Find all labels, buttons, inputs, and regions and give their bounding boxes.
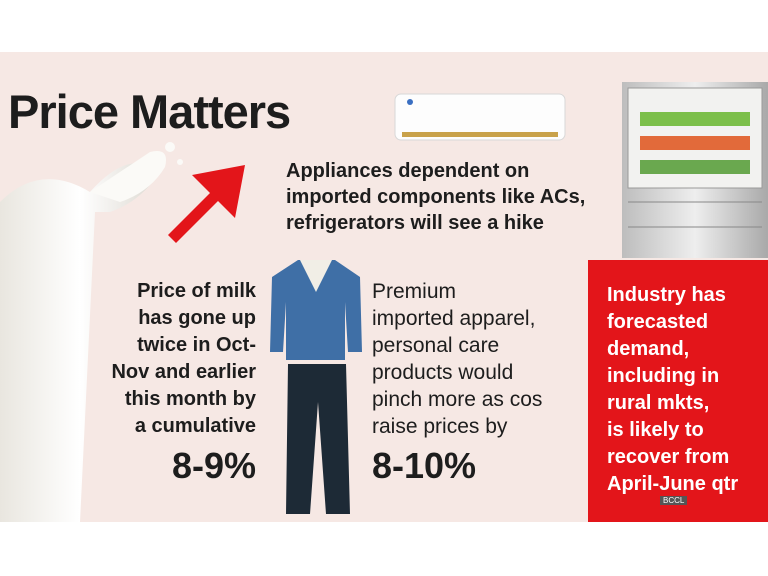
text-line: Industry has xyxy=(607,284,726,306)
text-line: Appliances dependent on xyxy=(286,160,530,182)
text-line: imported components like ACs, xyxy=(286,186,586,208)
text-line: products would xyxy=(372,361,514,384)
milk-glass xyxy=(0,163,160,522)
panel: Price Matters Appliances dependent on imp… xyxy=(0,52,768,522)
industry-box: Industry has forecasted demand, including i… xyxy=(588,260,768,522)
text-line: forecasted xyxy=(607,311,709,333)
text-line: is likely to xyxy=(607,419,704,441)
text-line: Nov and earlier xyxy=(111,361,256,383)
jacket xyxy=(270,260,362,360)
text-line: refrigerators will see a hike xyxy=(286,212,544,234)
text-line: twice in Oct- xyxy=(137,334,256,356)
ac-strip xyxy=(402,132,558,137)
text-line: this month by xyxy=(124,388,256,410)
milk-drop xyxy=(177,159,183,165)
text-line: demand, xyxy=(607,338,690,360)
text-line: a cumulative xyxy=(134,415,256,437)
text-line: Premium xyxy=(372,280,457,303)
text-line: imported apparel, xyxy=(372,307,536,330)
up-arrow xyxy=(168,165,245,243)
milk-text: Price of milk has gone up twice in Oct- Nov… xyxy=(111,278,256,490)
jacket-collar xyxy=(300,260,332,292)
title: Price Matters xyxy=(8,85,291,138)
watermark: BCCL xyxy=(660,496,688,505)
text-line: April-June qtr xyxy=(607,473,739,495)
text-line: personal care xyxy=(372,334,500,357)
milk-splash xyxy=(90,151,166,202)
milk-drop xyxy=(165,142,175,152)
text-line: recover from xyxy=(607,446,730,468)
text-line: rural mkts, xyxy=(607,392,710,414)
apparel-text: Premium imported apparel, personal care pro… xyxy=(372,278,542,490)
text-line: including in xyxy=(607,365,720,387)
illustrations xyxy=(0,82,768,522)
fridge-food xyxy=(640,136,750,150)
ac-logo xyxy=(407,99,413,105)
figure: 8-10% xyxy=(372,445,477,486)
text-line: has gone up xyxy=(138,307,256,329)
text-line: raise prices by xyxy=(372,415,508,438)
fridge-food xyxy=(640,160,750,174)
jeans xyxy=(286,364,350,514)
text-line: pinch more as cos xyxy=(372,388,543,411)
ac-unit xyxy=(394,93,566,141)
text-line: Price of milk xyxy=(137,280,256,302)
figure: 8-9% xyxy=(171,445,256,486)
appliances-text: Appliances dependent on imported componen… xyxy=(286,158,585,236)
fridge-food xyxy=(640,112,750,126)
